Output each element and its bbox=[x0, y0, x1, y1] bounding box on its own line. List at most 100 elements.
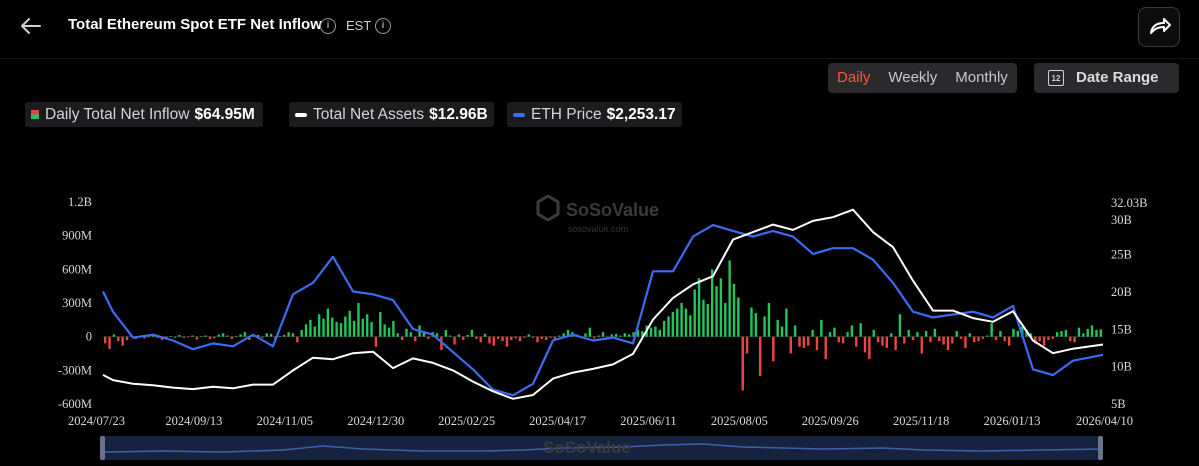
y-right-tick-label: 10B bbox=[1111, 360, 1132, 374]
inflow-bar bbox=[968, 333, 972, 337]
inflow-bar bbox=[1003, 336, 1006, 342]
inflow-bar bbox=[248, 336, 251, 341]
inflow-bar bbox=[793, 325, 797, 337]
navigator-watermark: SoSoValue bbox=[543, 438, 631, 457]
inflow-bar bbox=[1086, 328, 1089, 337]
tab-weekly[interactable]: Weekly bbox=[888, 69, 938, 86]
inflow-bar bbox=[837, 336, 841, 343]
inflow-bar bbox=[1077, 327, 1081, 337]
back-arrow-icon[interactable] bbox=[18, 14, 44, 38]
x-tick-label: 2024/07/23 bbox=[68, 414, 125, 428]
legend-price-value: $2,253.17 bbox=[606, 106, 676, 123]
inflow-bar bbox=[234, 336, 238, 337]
x-tick-label: 2025/11/18 bbox=[893, 414, 949, 428]
legend-assets[interactable]: Total Net Assets $12.96B bbox=[289, 102, 494, 127]
inflow-bar bbox=[348, 310, 351, 337]
inflow-bar bbox=[400, 336, 404, 341]
inflow-bar bbox=[601, 332, 605, 337]
inflow-bar bbox=[662, 320, 666, 337]
navigator-left-handle[interactable] bbox=[100, 436, 105, 460]
share-button[interactable] bbox=[1138, 7, 1180, 47]
inflow-bar bbox=[885, 336, 889, 348]
inflow-bar bbox=[593, 336, 596, 339]
inflow-bar bbox=[623, 333, 627, 337]
legend-price[interactable]: ETH Price $2,253.17 bbox=[507, 102, 682, 127]
inflow-bar bbox=[846, 332, 849, 337]
inflow-bar bbox=[1069, 336, 1072, 342]
inflow-bar bbox=[566, 329, 570, 337]
y-left-tick-label: 0 bbox=[86, 330, 92, 344]
inflow-bar bbox=[772, 336, 775, 362]
inflow-bar bbox=[427, 336, 430, 339]
inflow-bar bbox=[693, 289, 696, 337]
inflow-bar bbox=[409, 332, 413, 337]
inflow-bar bbox=[684, 308, 688, 337]
inflow-bar bbox=[239, 334, 242, 337]
inflow-bar bbox=[916, 332, 919, 337]
inflow-bar bbox=[558, 335, 561, 337]
inflow-bar bbox=[265, 333, 268, 337]
inflow-bar bbox=[955, 331, 958, 337]
x-tick-label: 2024/09/13 bbox=[165, 414, 222, 428]
x-tick-label: 2024/11/05 bbox=[257, 414, 313, 428]
inflow-bar bbox=[898, 314, 902, 337]
inflow-bar bbox=[824, 336, 827, 360]
inflow-bar bbox=[1012, 328, 1015, 337]
inflow-bar bbox=[798, 336, 801, 347]
inflow-bar bbox=[1073, 336, 1076, 343]
inflow-bar bbox=[379, 311, 382, 337]
inflow-bar bbox=[680, 303, 683, 337]
inflow-bar bbox=[715, 286, 718, 337]
inflow-bar bbox=[1051, 336, 1054, 339]
inflow-bar bbox=[387, 327, 391, 337]
tab-daily[interactable]: Daily bbox=[837, 69, 871, 86]
inflow-bar bbox=[990, 323, 993, 337]
inflow-bar bbox=[1038, 336, 1041, 342]
legend-inflow[interactable]: Daily Total Net Inflow $64.95M bbox=[25, 102, 263, 127]
tab-monthly[interactable]: Monthly bbox=[955, 69, 1008, 86]
navigator-right-handle[interactable] bbox=[1098, 436, 1103, 460]
inflow-bar bbox=[999, 331, 1002, 337]
inflow-bar bbox=[501, 336, 504, 342]
inflow-bar bbox=[697, 278, 701, 337]
x-tick-label: 2024/12/30 bbox=[347, 414, 404, 428]
inflow-bar bbox=[269, 333, 273, 337]
inflow-bar bbox=[658, 329, 661, 337]
inflow-bar bbox=[1042, 336, 1046, 346]
y-right-tick-label: 20B bbox=[1111, 285, 1132, 299]
inflow-bar bbox=[200, 336, 203, 337]
inflow-bar bbox=[374, 336, 378, 347]
inflow-bar bbox=[911, 336, 915, 341]
inflow-bar bbox=[767, 303, 771, 337]
range-navigator[interactable]: SoSoValue bbox=[102, 436, 1104, 460]
inflow-bar bbox=[365, 314, 369, 337]
inflow-bar bbox=[243, 332, 247, 337]
inflow-bar bbox=[649, 327, 653, 337]
info-icon[interactable]: i bbox=[320, 18, 336, 34]
inflow-bar bbox=[352, 320, 356, 337]
inflow-bar bbox=[536, 336, 539, 343]
inflow-bar bbox=[807, 336, 810, 346]
y-left-tick-label: 600M bbox=[62, 262, 92, 276]
inflow-bar bbox=[169, 336, 172, 337]
inflow-bar bbox=[702, 299, 705, 337]
inflow-bar bbox=[510, 336, 513, 341]
inflow-bar bbox=[855, 336, 858, 347]
inflow-bar bbox=[1060, 331, 1063, 337]
inflow-bar bbox=[204, 335, 207, 337]
inflow-bar bbox=[924, 331, 928, 337]
inflow-bar bbox=[545, 336, 548, 341]
inflow-bar bbox=[986, 335, 989, 337]
y-right-tick-label: 32.03B bbox=[1111, 196, 1147, 210]
inflow-bar bbox=[143, 336, 146, 339]
inflow-bar bbox=[523, 336, 526, 338]
inflow-bar bbox=[588, 327, 592, 337]
inflow-bar bbox=[540, 336, 544, 339]
inflow-bar bbox=[724, 303, 727, 337]
x-tick-label: 2025/09/26 bbox=[802, 414, 859, 428]
timezone-info-icon[interactable]: i bbox=[375, 18, 391, 34]
inflow-bar bbox=[457, 334, 461, 337]
inflow-bar bbox=[492, 336, 496, 346]
inflow-bar bbox=[890, 333, 893, 337]
date-range-button[interactable]: 12 Date Range bbox=[1034, 63, 1179, 93]
